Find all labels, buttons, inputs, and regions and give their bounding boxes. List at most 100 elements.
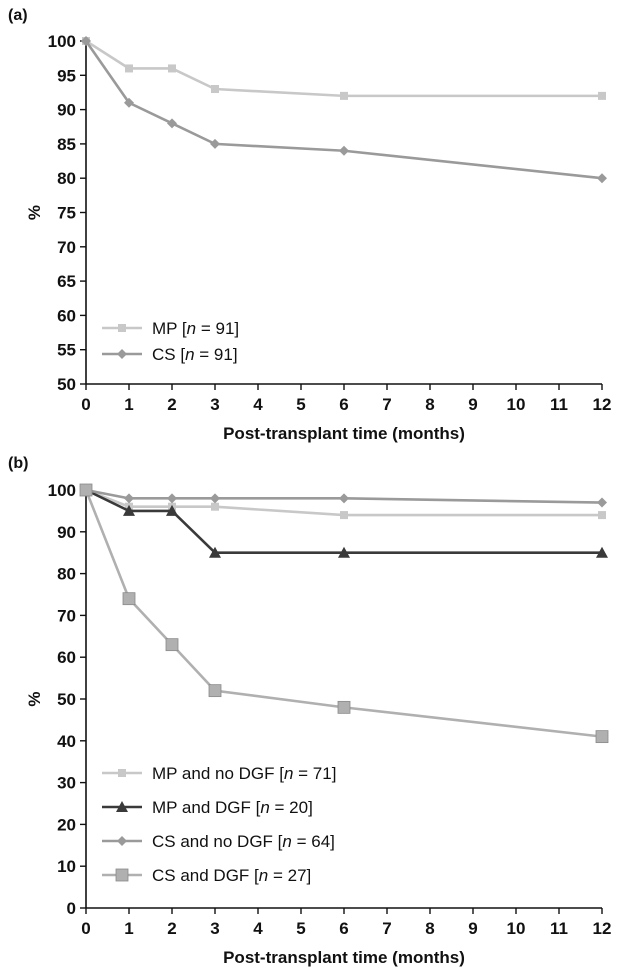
- y-tick-label: 50: [57, 375, 76, 394]
- legend-label-suffix: = 71]: [293, 764, 336, 783]
- legend-marker: [118, 769, 126, 777]
- legend-label-prefix: MP and DGF [: [152, 798, 261, 817]
- y-tick-label: 70: [57, 238, 76, 257]
- y-tick-label: 90: [57, 523, 76, 542]
- legend-label: MP [n = 91]: [152, 319, 239, 338]
- legend-label-n: n: [259, 866, 268, 885]
- x-tick-label: 1: [124, 919, 133, 938]
- y-tick-label: 70: [57, 606, 76, 625]
- x-tick-label: 4: [253, 395, 263, 414]
- legend-marker: [115, 868, 129, 882]
- x-tick-label: 7: [382, 919, 391, 938]
- y-tick-label: 50: [57, 690, 76, 709]
- data-point: [168, 64, 176, 73]
- legend-label-suffix: = 27]: [268, 866, 311, 885]
- x-tick-label: 7: [382, 395, 391, 414]
- legend-entry: MP and no DGF [n = 71]: [102, 764, 336, 783]
- x-tick-label: 9: [468, 919, 477, 938]
- y-tick-label: 0: [67, 899, 76, 918]
- series-line: [85, 488, 602, 555]
- legend-label-prefix: CS [: [152, 345, 185, 364]
- y-tick-label: 55: [57, 341, 76, 360]
- series-3: [79, 483, 609, 744]
- data-point: [339, 493, 349, 504]
- legend-label-n: n: [260, 798, 269, 817]
- data-point: [210, 138, 220, 149]
- legend-label-suffix: = 91]: [195, 345, 238, 364]
- x-axis-title: Post-transplant time (months): [223, 948, 465, 967]
- legend-entry: CS and DGF [n = 27]: [102, 866, 311, 885]
- x-tick-label: 10: [507, 395, 526, 414]
- x-tick-label: 4: [253, 919, 263, 938]
- y-axis-title: %: [25, 691, 44, 706]
- y-tick-label: 85: [57, 135, 76, 154]
- y-tick-label: 90: [57, 101, 76, 120]
- legend-entry: MP and DGF [n = 20]: [102, 798, 313, 817]
- data-point: [165, 638, 179, 652]
- series-line: [85, 488, 603, 504]
- data-point: [167, 118, 177, 129]
- x-tick-label: 3: [210, 919, 219, 938]
- data-point: [125, 64, 133, 73]
- x-tick-label: 11: [550, 395, 568, 414]
- y-tick-label: 60: [57, 648, 76, 667]
- data-point: [338, 546, 350, 558]
- data-point: [209, 546, 221, 558]
- legend-marker: [117, 836, 127, 846]
- legend-label-n: n: [185, 345, 194, 364]
- data-point: [339, 145, 349, 156]
- legend-label: MP and DGF [n = 20]: [152, 798, 313, 817]
- data-point: [337, 700, 351, 714]
- y-tick-label: 100: [48, 481, 76, 500]
- series-line: [85, 39, 602, 98]
- legend-label-prefix: MP [: [152, 319, 187, 338]
- legend-label-prefix: MP and no DGF [: [152, 764, 284, 783]
- series-0: [82, 37, 606, 100]
- data-point: [81, 36, 91, 46]
- x-tick-label: 0: [81, 395, 90, 414]
- series-line: [84, 489, 603, 738]
- legend-label-n: n: [187, 319, 196, 338]
- x-tick-label: 11: [550, 919, 568, 938]
- data-point: [340, 91, 348, 100]
- data-point: [122, 592, 136, 606]
- y-axis-title: %: [25, 205, 44, 220]
- x-tick-label: 9: [468, 395, 477, 414]
- legend-label-suffix: = 91]: [196, 319, 239, 338]
- x-tick-label: 6: [339, 395, 348, 414]
- series-2: [81, 485, 607, 508]
- data-point: [210, 493, 220, 504]
- panel-label: (a): [8, 7, 28, 24]
- y-tick-label: 10: [57, 857, 76, 876]
- x-tick-label: 10: [507, 919, 526, 938]
- y-tick-label: 30: [57, 774, 76, 793]
- legend-entry: CS [n = 91]: [102, 345, 238, 364]
- data-point: [123, 504, 135, 516]
- legend-label-n: n: [284, 764, 293, 783]
- data-point: [79, 483, 93, 497]
- legend-marker: [118, 324, 126, 332]
- y-tick-label: 40: [57, 732, 76, 751]
- x-tick-label: 1: [124, 395, 133, 414]
- x-axis-title: Post-transplant time (months): [223, 424, 465, 443]
- data-point: [208, 684, 222, 698]
- legend-label: MP and no DGF [n = 71]: [152, 764, 336, 783]
- x-tick-label: 12: [593, 919, 612, 938]
- legend-entry: MP [n = 91]: [102, 319, 239, 338]
- data-point: [340, 511, 348, 520]
- data-point: [167, 493, 177, 504]
- panel-label: (b): [8, 455, 28, 472]
- data-point: [166, 504, 178, 516]
- y-tick-label: 80: [57, 565, 76, 584]
- data-point: [595, 730, 609, 744]
- data-point: [598, 91, 606, 100]
- data-point: [211, 85, 219, 94]
- y-tick-label: 95: [57, 66, 76, 85]
- x-tick-label: 5: [296, 919, 305, 938]
- series-1: [81, 36, 607, 184]
- y-tick-label: 75: [57, 204, 76, 223]
- x-tick-label: 3: [210, 395, 219, 414]
